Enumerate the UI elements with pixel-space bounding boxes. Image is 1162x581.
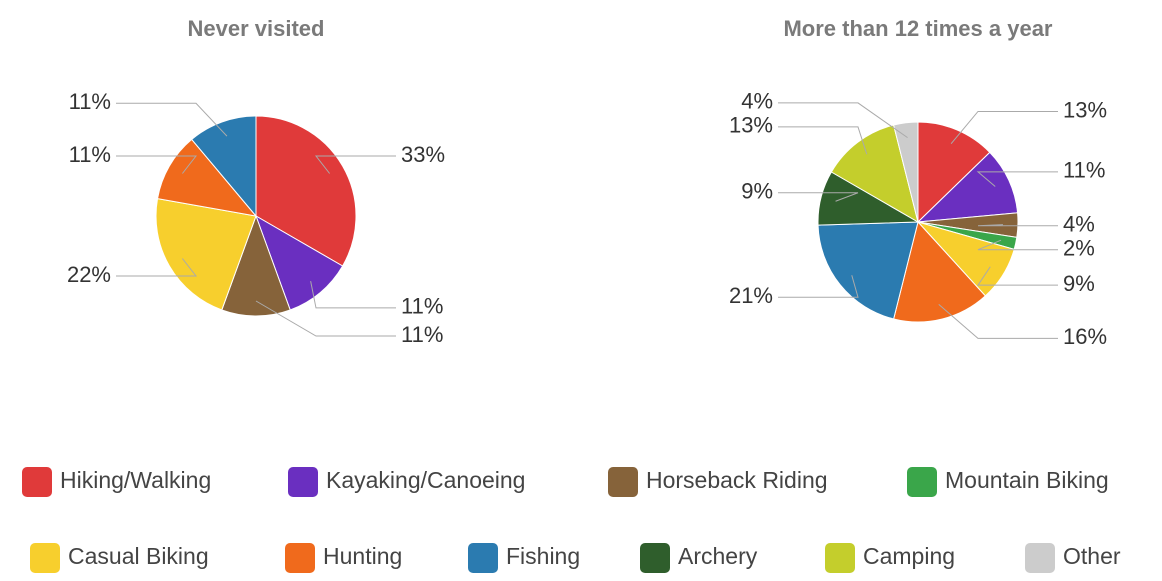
pie-slice (221, 214, 291, 317)
data-label: 4% (1063, 212, 1095, 237)
data-label: 16% (1063, 324, 1107, 349)
pie-slice (916, 151, 1019, 223)
pie-slice (893, 121, 919, 223)
legend-swatch (1025, 543, 1055, 573)
pie-slice (817, 221, 919, 320)
chart-title: More than 12 times a year (783, 16, 1052, 41)
leader-line (310, 281, 396, 309)
legend-label: Mountain Biking (945, 467, 1109, 493)
legend-label: Camping (863, 543, 955, 569)
pie-slice (255, 115, 357, 267)
pie-slice (155, 198, 257, 311)
leader-line (977, 239, 1058, 251)
pie-slice (156, 138, 258, 217)
data-label: 9% (741, 179, 773, 204)
data-label: 11% (401, 322, 443, 347)
leader-line (938, 304, 1058, 339)
data-label: 11% (401, 294, 443, 319)
data-label: 9% (1063, 271, 1095, 296)
legend-swatch (288, 467, 318, 497)
legend-swatch (608, 467, 638, 497)
data-label: 11% (69, 142, 111, 167)
leader-line (950, 110, 1058, 145)
leader-line (778, 275, 859, 298)
data-label: 11% (1063, 158, 1105, 183)
leader-line (255, 300, 396, 337)
leader-line (116, 258, 198, 277)
pie-slice (191, 115, 257, 218)
pie-slice (255, 214, 344, 311)
leader-line (314, 155, 396, 174)
leader-line (977, 266, 1058, 286)
legend-swatch (825, 543, 855, 573)
data-label: 33% (401, 142, 445, 167)
data-label: 13% (729, 113, 773, 138)
leader-line (778, 192, 859, 202)
data-label: 21% (729, 283, 773, 308)
legend-swatch (907, 467, 937, 497)
legend-swatch (30, 543, 60, 573)
legend-label: Kayaking/Canoeing (326, 467, 525, 493)
data-label: 2% (1063, 236, 1095, 261)
legend-label: Hunting (323, 543, 402, 569)
legend-swatch (22, 467, 52, 497)
data-label: 22% (67, 262, 111, 287)
legend-swatch (640, 543, 670, 573)
pie-slice (893, 220, 987, 323)
data-label: 4% (741, 89, 773, 114)
legend-label: Fishing (506, 543, 580, 569)
legend-label: Casual Biking (68, 543, 209, 569)
data-label: 13% (1063, 97, 1107, 122)
legend-swatch (468, 543, 498, 573)
data-label: 11% (69, 89, 111, 114)
pie-slice (917, 121, 991, 224)
leader-line (778, 126, 868, 155)
leader-line (116, 155, 198, 174)
leader-line (116, 102, 228, 137)
leader-line (977, 224, 1058, 227)
legend-swatch (285, 543, 315, 573)
legend-label: Hiking/Walking (60, 467, 211, 493)
leader-line (778, 102, 908, 139)
legend-label: Horseback Riding (646, 467, 828, 493)
leader-line (976, 171, 1058, 187)
legend-label: Archery (678, 543, 758, 569)
chart-title: Never visited (188, 16, 325, 41)
legend-label: Other (1063, 543, 1121, 569)
